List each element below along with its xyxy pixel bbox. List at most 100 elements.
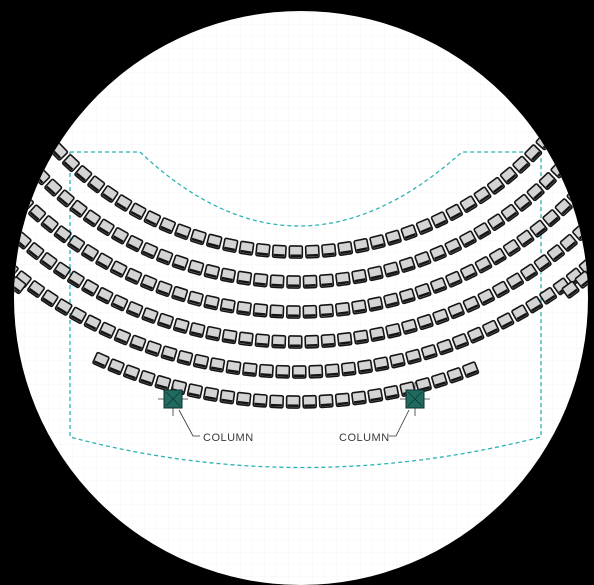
seat <box>187 384 202 398</box>
seat <box>370 235 386 250</box>
seat <box>322 244 336 257</box>
seat <box>352 391 366 405</box>
seat <box>188 291 204 306</box>
seat <box>270 275 284 288</box>
seat <box>272 335 286 348</box>
seat <box>193 354 208 368</box>
seat <box>384 262 400 277</box>
seat <box>287 276 300 288</box>
seat <box>223 238 238 252</box>
seat <box>237 302 252 316</box>
seat <box>1 77 18 94</box>
seat <box>276 366 289 378</box>
seat <box>584 212 594 230</box>
seat <box>10 143 28 161</box>
seat <box>352 270 367 284</box>
seat <box>270 395 283 408</box>
seat <box>578 175 594 193</box>
seat <box>220 299 235 313</box>
seat <box>5 182 23 200</box>
seat <box>253 304 267 317</box>
seat <box>270 305 284 318</box>
seat <box>431 373 447 388</box>
seat <box>390 353 405 368</box>
column-right-label: COLUMN <box>339 432 390 444</box>
column-left-label: COLUMN <box>203 432 254 444</box>
seat <box>254 274 268 287</box>
seat <box>319 304 333 317</box>
seat <box>161 346 177 361</box>
seat <box>1 221 19 239</box>
seat <box>566 93 583 110</box>
seat <box>374 357 389 371</box>
seat <box>386 324 401 339</box>
seat <box>0 250 6 268</box>
seat <box>370 327 385 341</box>
seat <box>358 360 373 374</box>
seat <box>255 334 269 347</box>
seat <box>342 362 356 375</box>
seat <box>406 349 422 364</box>
seat <box>305 336 318 348</box>
seat <box>572 136 589 154</box>
seat <box>338 242 353 256</box>
seat <box>226 361 241 375</box>
seat <box>293 366 306 378</box>
seat <box>210 358 225 372</box>
seat <box>239 332 253 345</box>
seat <box>320 274 334 287</box>
seat <box>289 246 302 258</box>
seat <box>575 79 592 96</box>
seat <box>309 365 322 378</box>
seat <box>402 319 418 334</box>
seat <box>421 345 437 360</box>
seat <box>21 155 39 173</box>
seat <box>39 131 57 149</box>
seat <box>204 295 219 310</box>
seat <box>303 276 316 288</box>
seat <box>206 326 221 340</box>
seat <box>237 392 251 405</box>
seat <box>385 230 401 245</box>
seat <box>557 107 574 125</box>
seat <box>273 245 287 258</box>
seat <box>204 387 219 401</box>
seat <box>368 266 383 281</box>
seat <box>177 350 193 365</box>
seat <box>336 303 350 316</box>
seat <box>336 272 350 286</box>
seat <box>546 120 564 138</box>
seat <box>189 323 204 338</box>
seat <box>237 271 252 285</box>
seat <box>222 330 237 344</box>
seat <box>399 289 415 304</box>
seat <box>173 318 189 333</box>
seat <box>188 260 204 275</box>
seat <box>321 334 335 347</box>
seat <box>354 239 369 253</box>
seat <box>582 122 594 140</box>
seat <box>306 245 320 258</box>
seat <box>368 297 383 311</box>
seat <box>190 229 206 244</box>
seat <box>204 264 219 279</box>
seat <box>384 385 399 399</box>
seat <box>354 330 369 344</box>
seat <box>19 105 36 123</box>
seat <box>352 300 367 314</box>
seat <box>220 390 235 404</box>
seat <box>243 363 257 376</box>
seat <box>303 306 316 318</box>
seat <box>384 293 400 308</box>
seat <box>562 148 580 166</box>
seat <box>0 130 17 148</box>
seat <box>287 396 300 408</box>
seat <box>10 91 27 108</box>
seat <box>172 286 188 301</box>
seat <box>259 365 273 378</box>
seat <box>0 209 7 227</box>
seat <box>319 395 333 408</box>
seat <box>368 389 383 403</box>
